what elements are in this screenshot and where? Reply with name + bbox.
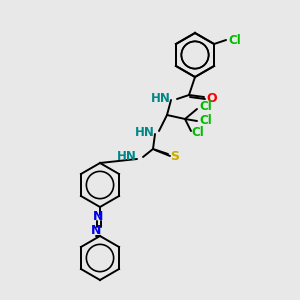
Text: O: O	[206, 92, 217, 104]
Text: Cl: Cl	[199, 100, 212, 113]
Text: S: S	[170, 149, 179, 163]
Text: N: N	[91, 224, 101, 238]
Text: N: N	[93, 211, 103, 224]
Text: HN: HN	[151, 92, 171, 106]
Text: Cl: Cl	[199, 115, 212, 128]
Text: HN: HN	[117, 151, 137, 164]
Text: Cl: Cl	[191, 127, 204, 140]
Text: HN: HN	[135, 127, 155, 140]
Text: Cl: Cl	[228, 34, 241, 46]
